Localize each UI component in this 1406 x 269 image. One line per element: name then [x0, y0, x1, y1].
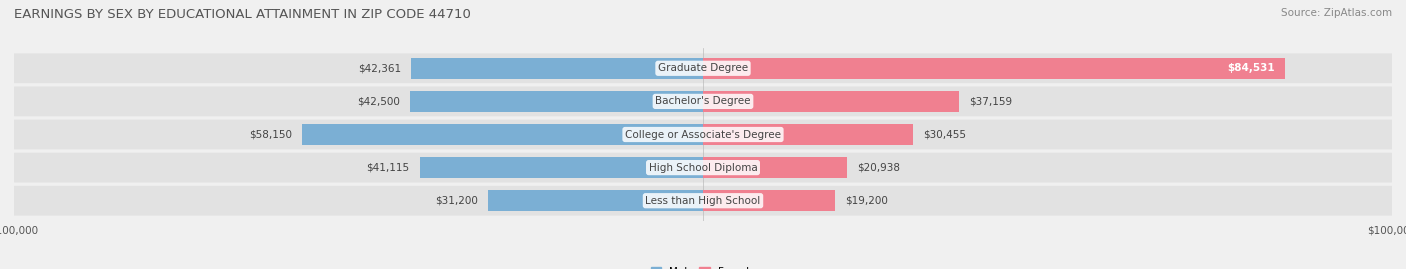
Text: $37,159: $37,159: [969, 96, 1012, 107]
Text: Bachelor's Degree: Bachelor's Degree: [655, 96, 751, 107]
Text: $30,455: $30,455: [924, 129, 966, 140]
Bar: [420, 157, 703, 178]
Text: $20,938: $20,938: [858, 162, 901, 173]
FancyBboxPatch shape: [14, 153, 1392, 182]
Text: High School Diploma: High School Diploma: [648, 162, 758, 173]
Bar: [411, 91, 703, 112]
FancyBboxPatch shape: [14, 120, 1392, 149]
Text: $58,150: $58,150: [249, 129, 292, 140]
Text: Less than High School: Less than High School: [645, 196, 761, 206]
Bar: [488, 190, 703, 211]
Bar: [703, 190, 835, 211]
Text: $84,531: $84,531: [1227, 63, 1275, 73]
Text: EARNINGS BY SEX BY EDUCATIONAL ATTAINMENT IN ZIP CODE 44710: EARNINGS BY SEX BY EDUCATIONAL ATTAINMEN…: [14, 8, 471, 21]
Text: $19,200: $19,200: [845, 196, 889, 206]
Bar: [703, 58, 1285, 79]
Text: $41,115: $41,115: [367, 162, 409, 173]
Bar: [703, 157, 848, 178]
Bar: [703, 91, 959, 112]
Text: $42,500: $42,500: [357, 96, 399, 107]
FancyBboxPatch shape: [14, 53, 1392, 83]
Text: Source: ZipAtlas.com: Source: ZipAtlas.com: [1281, 8, 1392, 18]
Text: College or Associate's Degree: College or Associate's Degree: [626, 129, 780, 140]
FancyBboxPatch shape: [14, 87, 1392, 116]
Bar: [411, 58, 703, 79]
Text: $31,200: $31,200: [434, 196, 478, 206]
Bar: [703, 124, 912, 145]
Text: Graduate Degree: Graduate Degree: [658, 63, 748, 73]
Text: $42,361: $42,361: [357, 63, 401, 73]
Legend: Male, Female: Male, Female: [647, 263, 759, 269]
Bar: [302, 124, 703, 145]
FancyBboxPatch shape: [14, 186, 1392, 216]
